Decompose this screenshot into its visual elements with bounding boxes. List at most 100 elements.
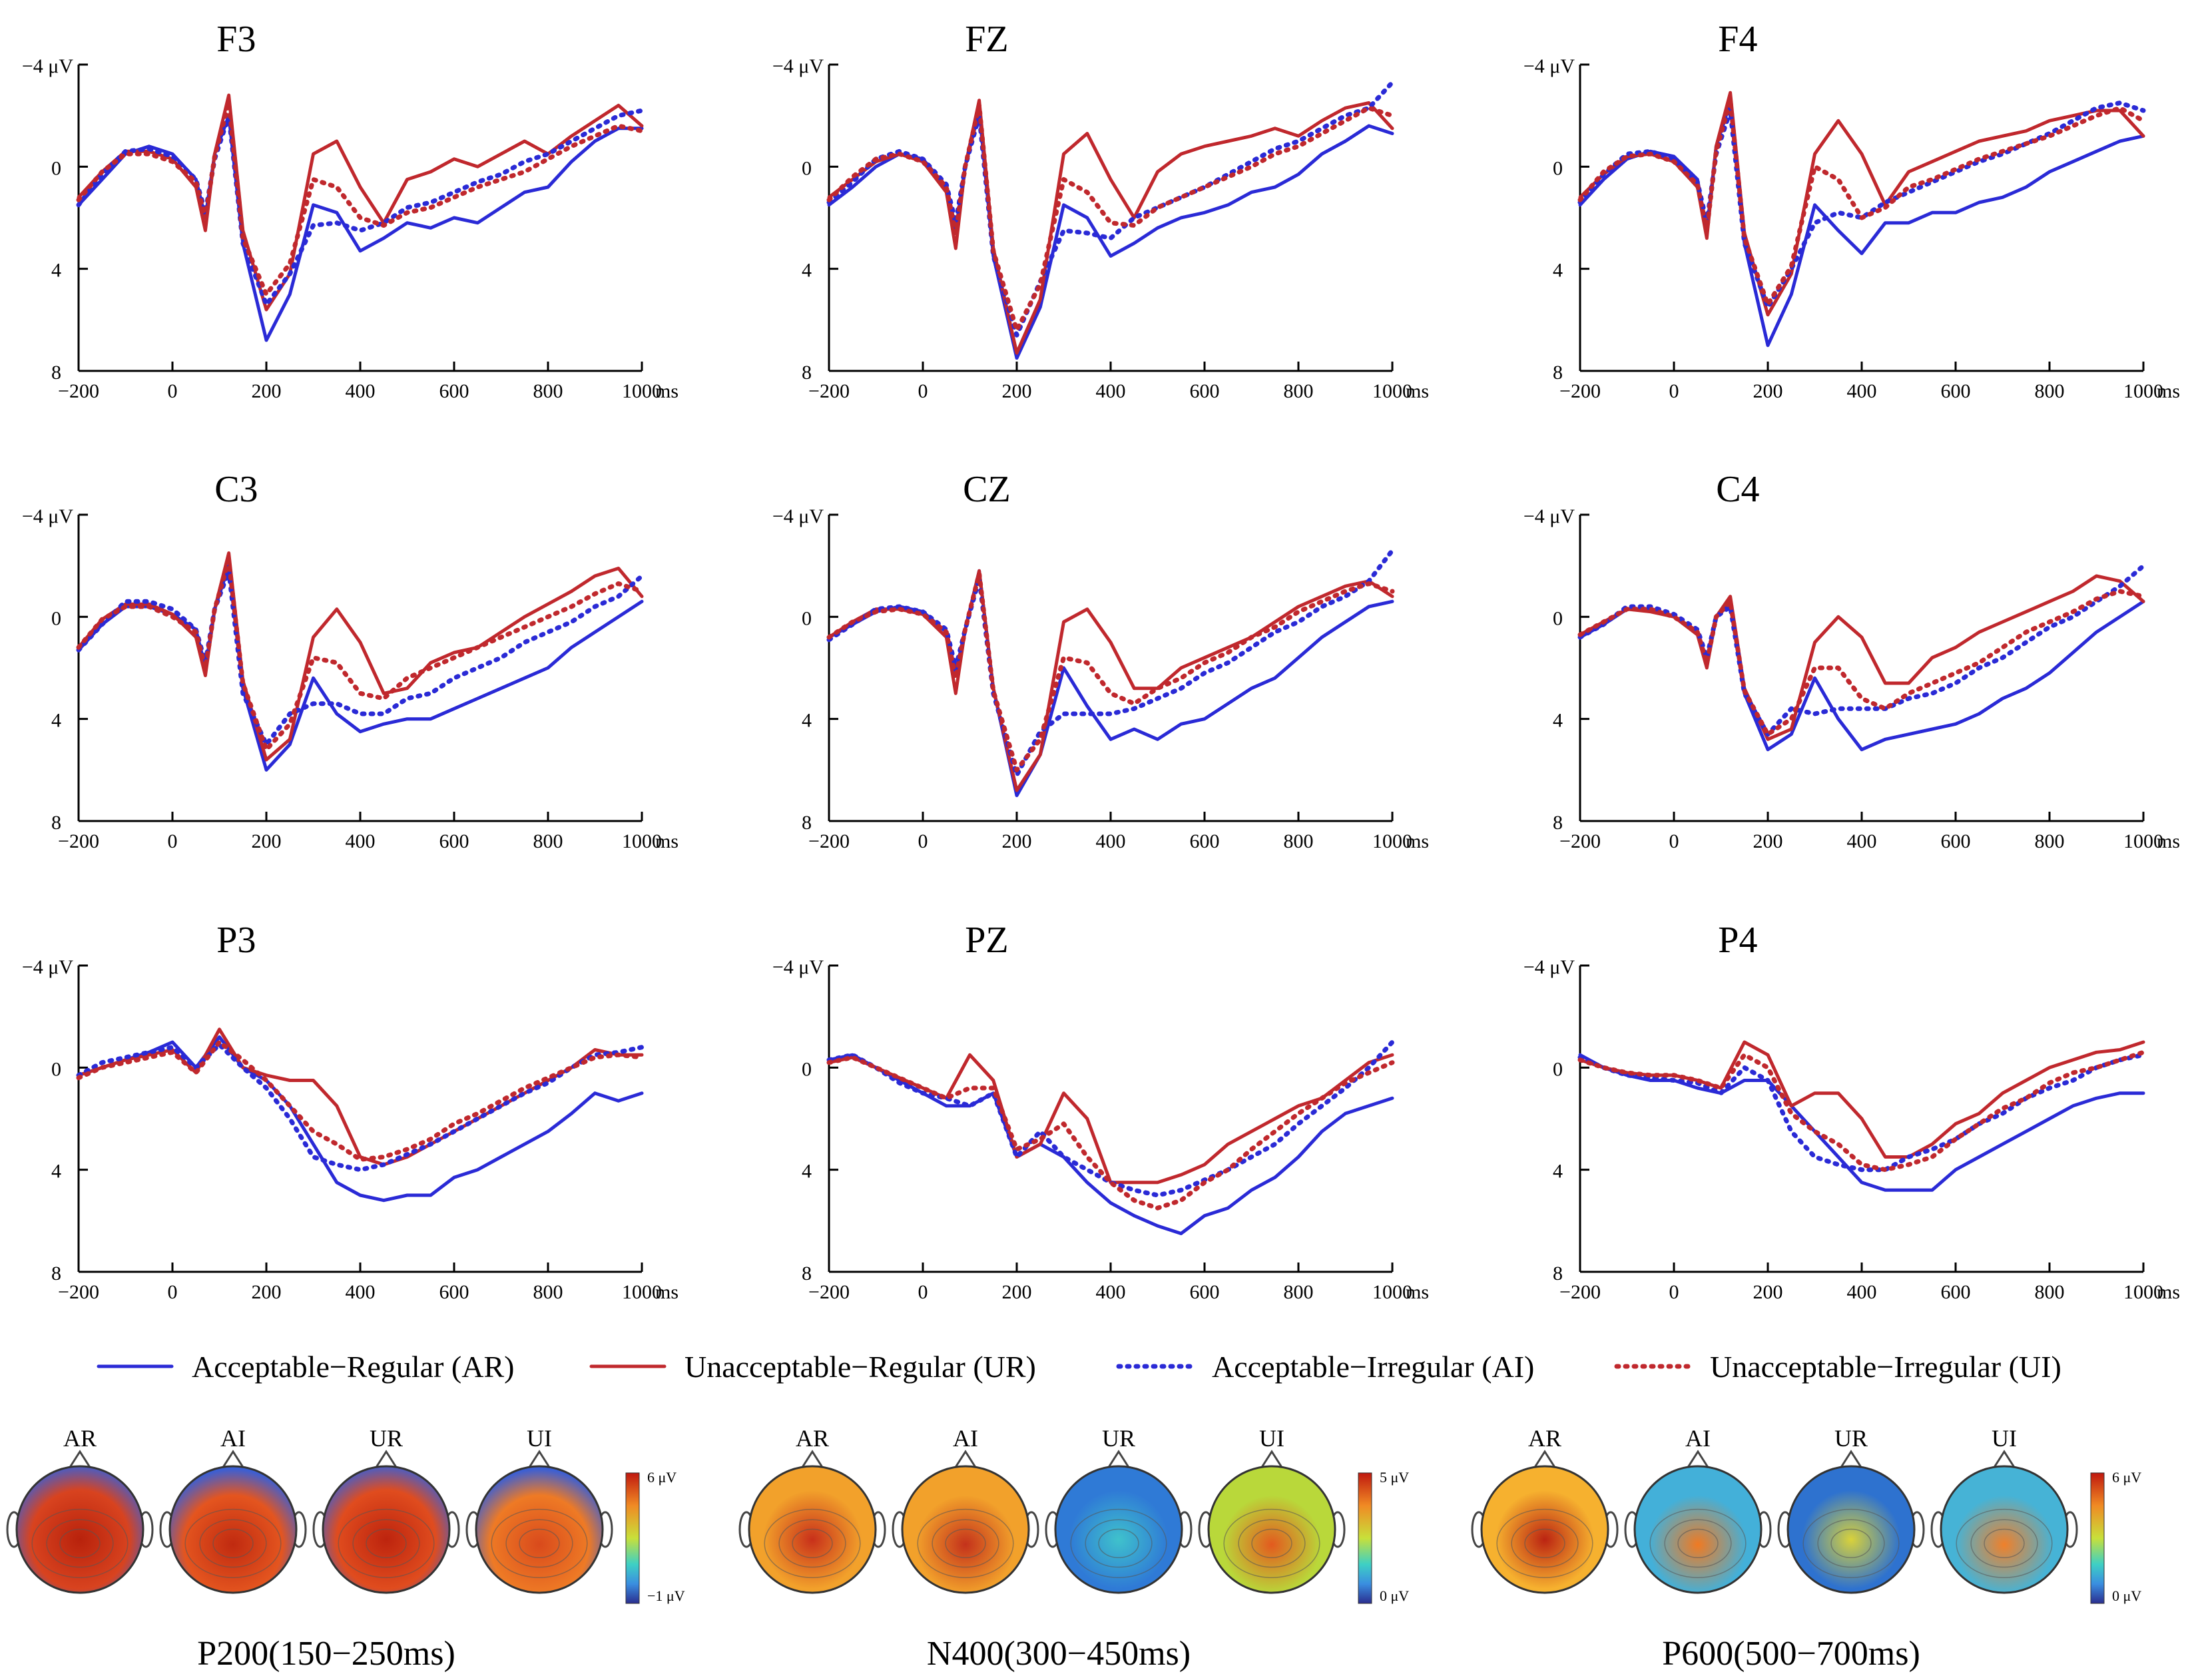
contour-line: [1085, 1519, 1153, 1568]
series-ai: [1577, 563, 2146, 737]
topomap-label: AI: [220, 1425, 246, 1452]
topomap-label: UR: [1102, 1425, 1135, 1452]
panel-title: F4: [1718, 19, 1757, 60]
y-tick-label: 4: [51, 710, 61, 732]
panel-title: PZ: [965, 920, 1008, 961]
y-tick-label: 0: [802, 1058, 812, 1080]
panel-title: C3: [214, 469, 258, 510]
topomap-label: AI: [1685, 1425, 1711, 1452]
color-scale-bottom-label: 0 μV: [1380, 1587, 1409, 1604]
x-unit-label: ms: [1406, 830, 1429, 852]
contour-line: [1238, 1519, 1306, 1568]
contour-line: [1098, 1528, 1139, 1559]
topomap-group-3: AR AI UR UI 6 μV 0 μV P600(500−700ms): [1471, 1425, 2141, 1673]
x-tick-label: 800: [1284, 1281, 1314, 1303]
contour-line: [1817, 1519, 1885, 1568]
x-tick-label: 400: [1096, 380, 1126, 402]
topomap-caption: P200(150−250ms): [197, 1635, 455, 1673]
x-tick-label: 400: [1096, 830, 1126, 852]
x-tick-label: 1000: [2123, 830, 2163, 852]
x-unit-label: ms: [2157, 380, 2180, 402]
contour-line: [778, 1519, 846, 1568]
x-tick-label: 0: [918, 1281, 928, 1303]
nose-icon: [1260, 1450, 1284, 1469]
contour-line: [932, 1519, 999, 1568]
y-tick-label: 4: [1553, 260, 1563, 282]
y-tick-label: 4: [51, 1161, 61, 1183]
nose-icon: [221, 1450, 245, 1469]
contour-line: [1830, 1528, 1872, 1559]
series-ur: [1578, 91, 2145, 317]
x-tick-label: 400: [1847, 1281, 1877, 1303]
panel-title: P4: [1718, 920, 1757, 961]
series-ai: [826, 548, 1395, 778]
contour-line: [1511, 1519, 1579, 1568]
x-tick-label: −200: [1559, 1281, 1601, 1303]
series-ui: [76, 1039, 645, 1162]
y-tick-label: 4: [1553, 1161, 1563, 1183]
topomap-group-2: AR AI UR UI 5 μV 0 μV N400(300−450ms): [738, 1425, 1409, 1673]
y-tick-label: 0: [1553, 1058, 1563, 1080]
color-scale-bar: [1358, 1472, 1372, 1604]
contour-line: [46, 1519, 114, 1568]
y-tick-label: −4 μV: [772, 956, 824, 978]
x-tick-label: −200: [808, 1281, 850, 1303]
x-tick-label: 400: [1847, 830, 1877, 852]
contour-line: [338, 1508, 435, 1578]
legend: Acceptable−Regular (AR) Unacceptable−Regu…: [97, 1350, 2061, 1384]
x-tick-label: 400: [1847, 380, 1877, 402]
x-tick-label: 800: [1284, 380, 1314, 402]
x-tick-label: 600: [1941, 1281, 1971, 1303]
contour-line: [792, 1528, 833, 1559]
x-tick-label: 200: [1753, 380, 1783, 402]
series-ai: [1577, 1052, 2146, 1173]
contour-line: [352, 1519, 420, 1568]
x-tick-label: 800: [2035, 830, 2065, 852]
contour-line: [199, 1519, 267, 1568]
x-tick-label: 800: [533, 1281, 563, 1303]
topomap-caption: N400(300−450ms): [927, 1635, 1191, 1673]
series-ur: [827, 99, 1394, 355]
y-tick-label: 0: [802, 607, 812, 629]
contour-line: [31, 1508, 129, 1578]
series-ar: [1578, 101, 2145, 348]
series-ui: [76, 101, 645, 297]
y-tick-label: 8: [1553, 812, 1563, 834]
x-tick-label: 1000: [1372, 1281, 1412, 1303]
series-ui: [826, 103, 1395, 333]
y-tick-label: 8: [802, 812, 812, 834]
series-ai: [76, 108, 645, 307]
y-tick-label: 0: [51, 157, 61, 179]
series-ar: [77, 564, 644, 772]
x-tick-label: −200: [808, 380, 850, 402]
x-tick-label: 400: [1096, 1281, 1126, 1303]
topomap-label: UR: [370, 1425, 403, 1452]
x-unit-label: ms: [1406, 380, 1429, 402]
contour-line: [764, 1508, 861, 1578]
x-tick-label: 1000: [2123, 380, 2163, 402]
nose-icon: [1107, 1450, 1131, 1469]
series-ur: [77, 1027, 644, 1167]
x-tick-label: 800: [533, 830, 563, 852]
contour-line: [184, 1508, 282, 1578]
x-tick-label: −200: [58, 380, 99, 402]
series-ai: [826, 80, 1395, 338]
contour-line: [59, 1528, 101, 1559]
y-tick-label: −4 μV: [22, 956, 74, 978]
y-tick-label: −4 μV: [22, 505, 74, 527]
contour-line: [1664, 1519, 1732, 1568]
series-ui: [1577, 98, 2146, 307]
x-tick-label: 0: [168, 830, 178, 852]
y-tick-label: 8: [1553, 1262, 1563, 1284]
x-tick-label: −200: [58, 1281, 99, 1303]
x-tick-label: 1000: [622, 380, 662, 402]
series-ui: [1577, 589, 2146, 737]
series-ar: [827, 569, 1394, 798]
y-tick-label: −4 μV: [772, 505, 824, 527]
contour-line: [1984, 1528, 2025, 1559]
